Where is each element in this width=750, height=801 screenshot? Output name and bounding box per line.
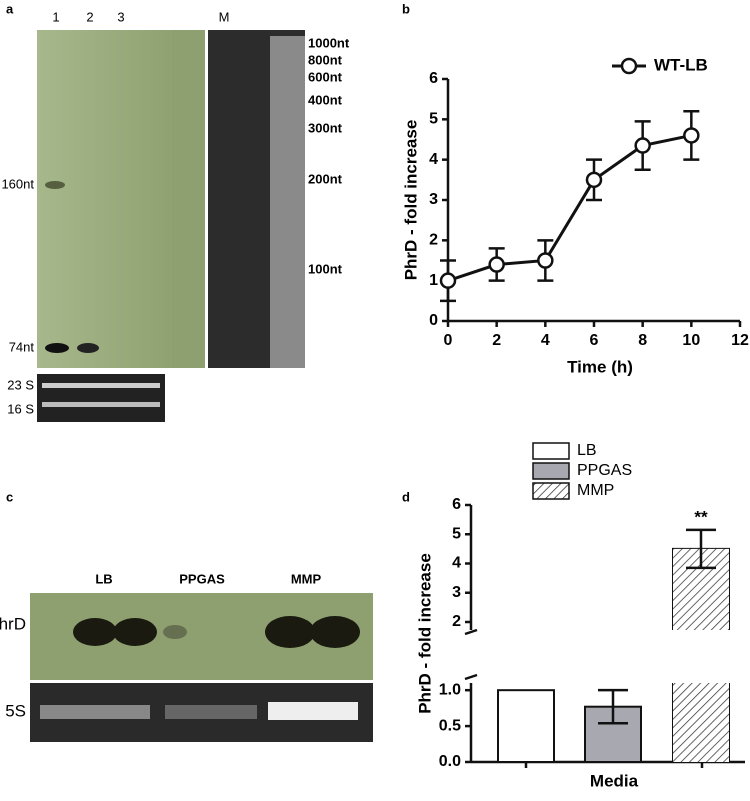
legend-swatch [532, 482, 570, 500]
marker-label: 600nt [308, 69, 343, 84]
markers: 1000nt 800nt 600nt 400nt 300nt 200nt 100… [308, 35, 350, 276]
x-tick-label: 6 [590, 332, 599, 349]
lane-label: 3 [117, 9, 124, 24]
marker [683, 127, 700, 144]
band [73, 618, 117, 646]
band [42, 383, 160, 388]
lane-label: 2 [86, 9, 93, 24]
y-tick-label: 3 [429, 191, 438, 208]
legend-label: PPGAS [577, 462, 632, 479]
axis-break [464, 628, 478, 681]
x-tick-label: 8 [638, 332, 647, 349]
ruler [270, 36, 305, 368]
band [45, 181, 65, 189]
marker [537, 252, 554, 269]
bar [497, 689, 555, 764]
annotation: ** [694, 507, 708, 526]
row-label: PhrD [0, 614, 26, 633]
legend-label: WT-LB [654, 55, 708, 74]
y-tick-label: 3 [452, 584, 461, 601]
y-tick-label: 2 [429, 232, 438, 249]
x-tick-label: 12 [731, 332, 749, 349]
band [268, 702, 358, 720]
panel-label: a [6, 1, 14, 16]
y-tick-label: 5 [429, 111, 438, 128]
x-tick-label: 4 [541, 332, 550, 349]
error-bar [686, 528, 716, 570]
x-axis-title: Time (h) [567, 357, 633, 376]
line [447, 133, 692, 283]
marker-label: 1000nt [308, 35, 350, 50]
panel-label: d [402, 489, 410, 504]
y-tick-label: 6 [452, 496, 461, 513]
legend-swatch [532, 442, 570, 460]
y-tick-label: 1 [429, 272, 438, 289]
band [163, 625, 187, 639]
marker [439, 272, 457, 289]
y-tick-label: 4 [429, 151, 438, 168]
y-tick-label: 0 [429, 312, 438, 329]
band [45, 343, 69, 353]
band [265, 616, 315, 648]
x-axis-title: Media [590, 771, 639, 790]
band [40, 705, 150, 719]
panel-label: b [402, 1, 410, 16]
y-tick-label: 2 [452, 613, 461, 630]
panel-label: c [6, 489, 13, 504]
ruler [172, 30, 205, 368]
marker [634, 137, 651, 154]
lane-label: PPGAS [179, 571, 225, 586]
band [310, 616, 360, 648]
y-tick-label: 5 [452, 525, 461, 542]
x-tick-label: 0 [444, 332, 453, 349]
legend-marker [620, 57, 638, 75]
marker [488, 256, 505, 273]
error-bar [598, 688, 628, 725]
lane-label: M [219, 9, 230, 24]
band-label: 160nt [1, 176, 34, 191]
y-axis-title: PhrD - fold increase [415, 553, 434, 714]
marker-label: 200nt [308, 171, 343, 186]
band [165, 705, 257, 719]
lane-label: 1 [52, 9, 59, 24]
marker-label: 400nt [308, 92, 343, 107]
y-tick-label: 4 [452, 555, 461, 572]
band [77, 343, 99, 353]
row-label: 5S [5, 701, 26, 720]
legend-label: LB [577, 442, 597, 459]
marker-label: 800nt [308, 52, 343, 67]
rrna-label: 16 S [7, 401, 34, 416]
y-tick-label: 1.0 [439, 681, 461, 698]
legend-swatch [532, 462, 570, 480]
band [42, 402, 160, 407]
marker-label: 300nt [308, 120, 343, 135]
lane-label: MMP [291, 571, 322, 586]
y-tick-label: 0.0 [439, 753, 461, 770]
legend-label: MMP [577, 482, 614, 499]
lane-label: LB [95, 571, 112, 586]
marker-label: 100nt [308, 261, 343, 276]
rrna-label: 23 S [7, 377, 34, 392]
marker [585, 171, 603, 189]
y-tick-label: 6 [429, 70, 438, 87]
x-tick-label: 2 [492, 332, 501, 349]
x-tick-label: 10 [682, 332, 700, 349]
bar-fill [673, 683, 729, 762]
band [113, 618, 157, 646]
y-axis-title: PhrD - fold increase [401, 120, 420, 281]
band-label: 74nt [9, 339, 35, 354]
gel [37, 374, 165, 422]
y-tick-label: 0.5 [439, 717, 461, 734]
